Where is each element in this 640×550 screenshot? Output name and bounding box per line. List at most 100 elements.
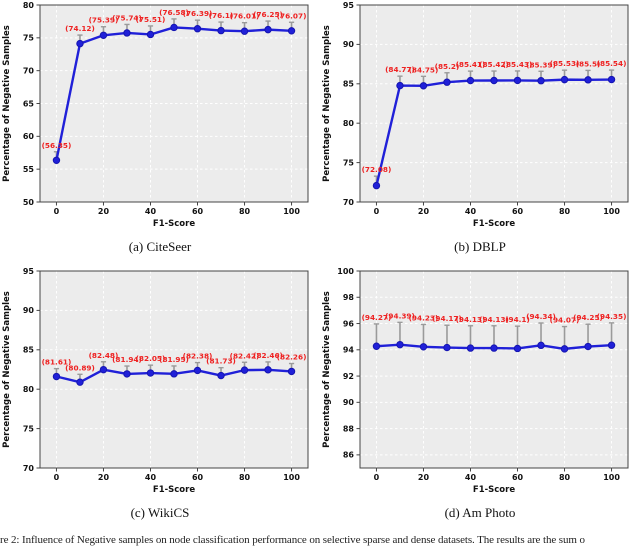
point-label: (75.51) [136,15,166,24]
data-point [466,76,475,85]
y-tick-label: 75 [23,424,35,433]
y-tick-label: 96 [343,319,355,328]
y-tick-label: 90 [343,398,355,407]
x-tick-label: 80 [239,207,251,216]
y-tick-label: 90 [343,40,355,49]
point-label: (85.41) [456,60,486,69]
point-label: (81.61) [42,358,72,367]
data-point [584,342,592,351]
y-tick-label: 55 [23,165,35,174]
data-point [443,343,451,352]
subplot-wikics: (81.61) (80.89) (82.48) (81.94) (82.05) (81.9… [0,266,320,524]
subplot-dblp: (72.08) (84.77) (84.75) (85.2) (85.41) (85.42… [320,0,640,258]
y-tick-label: 50 [23,198,35,207]
point-label: (94.34) [526,312,556,321]
y-tick-label: 98 [343,293,355,302]
x-tick-label: 100 [283,207,300,216]
data-point [419,343,428,351]
data-point [537,77,545,85]
point-label: (76.25) [253,10,283,19]
point-label: (75.74) [112,13,142,22]
data-point [123,370,131,378]
point-label: (94.07) [550,316,580,325]
data-point [193,25,202,33]
data-point [240,366,249,374]
plot-area [360,271,628,468]
data-point [513,344,522,353]
point-label: (84.75) [409,65,439,74]
x-tick-label: 80 [239,473,251,482]
point-label: (94.25) [573,313,603,322]
point-label: (81.95) [159,355,189,364]
point-label: (72.08) [362,165,392,174]
data-point [52,372,61,381]
point-label: (94.27) [362,313,392,322]
data-point [76,378,84,386]
point-label: (82.48) [89,351,119,360]
subplot-caption-b: (b) DBLP [454,239,506,254]
chart-citeseer: (56.35) (74.12)(75.39)(75.74)(75.51)(76.5… [2,1,309,229]
x-tick-label: 60 [192,473,204,482]
data-point [443,78,451,86]
data-point [490,344,498,352]
x-tick-label: 100 [603,207,620,216]
data-point [170,370,178,378]
point-label: (94.17) [432,314,462,323]
chart-wikics: (81.61)(80.89) (82.48)(81.94)(82.05)(81.9… [2,267,309,495]
y-tick-label: 80 [343,119,355,128]
y-axis-label: Percentage of Negative Samples [322,291,332,448]
subplot-grid: (56.35) (74.12) (75.39) (75.74) (75.51) (76.5… [0,0,640,524]
point-label: (94.13) [479,315,509,324]
x-tick-label: 20 [98,207,110,216]
point-label: (94.1) [505,315,530,324]
data-point [372,181,381,190]
y-tick-label: 75 [343,158,355,167]
y-tick-label: 80 [23,385,35,394]
point-label: (85.42) [479,60,509,69]
y-axis-label: Percentage of Negative Samples [322,25,332,182]
data-point [264,25,272,34]
y-tick-label: 94 [343,346,355,355]
point-label: (81.73) [206,357,236,366]
y-tick-label: 85 [23,346,35,355]
y-tick-label: 100 [337,267,354,276]
x-tick-label: 80 [559,473,571,482]
point-label: (85.53) [550,59,580,68]
point-label: (85.39) [526,60,556,69]
y-tick-label: 70 [343,198,355,207]
subplot-caption-d: (d) Am Photo [444,505,516,520]
x-tick-label: 40 [145,473,157,482]
x-tick-label: 60 [512,473,524,482]
data-point [52,156,61,165]
subplot-caption-a: (a) CiteSeer [128,239,192,254]
data-point [287,27,296,35]
y-tick-label: 95 [23,267,35,276]
data-point [396,81,404,90]
point-label: (76.58) [159,8,189,17]
point-label: (85.43) [503,60,533,69]
data-point [607,75,616,84]
data-point [537,341,545,350]
y-axis-label: Percentage of Negative Samples [2,25,12,182]
x-tick-label: 20 [418,473,430,482]
x-tick-label: 100 [603,473,620,482]
y-tick-label: 75 [23,34,35,43]
point-label: (80.89) [65,363,95,372]
x-tick-label: 0 [374,207,380,216]
x-tick-label: 40 [465,207,477,216]
point-label: (85.54) [597,59,627,68]
y-tick-label: 80 [23,1,35,10]
data-point [513,76,522,85]
data-point [99,31,108,39]
plot-border [39,270,309,469]
point-label: (76.07) [277,11,307,20]
y-tick-label: 60 [23,132,35,141]
data-point [287,367,296,376]
data-point [466,344,475,352]
y-axis-label: Percentage of Negative Samples [2,291,12,448]
data-point [170,23,178,32]
data-point [146,30,155,39]
point-label: (82.46) [253,351,283,360]
data-point [560,75,569,84]
